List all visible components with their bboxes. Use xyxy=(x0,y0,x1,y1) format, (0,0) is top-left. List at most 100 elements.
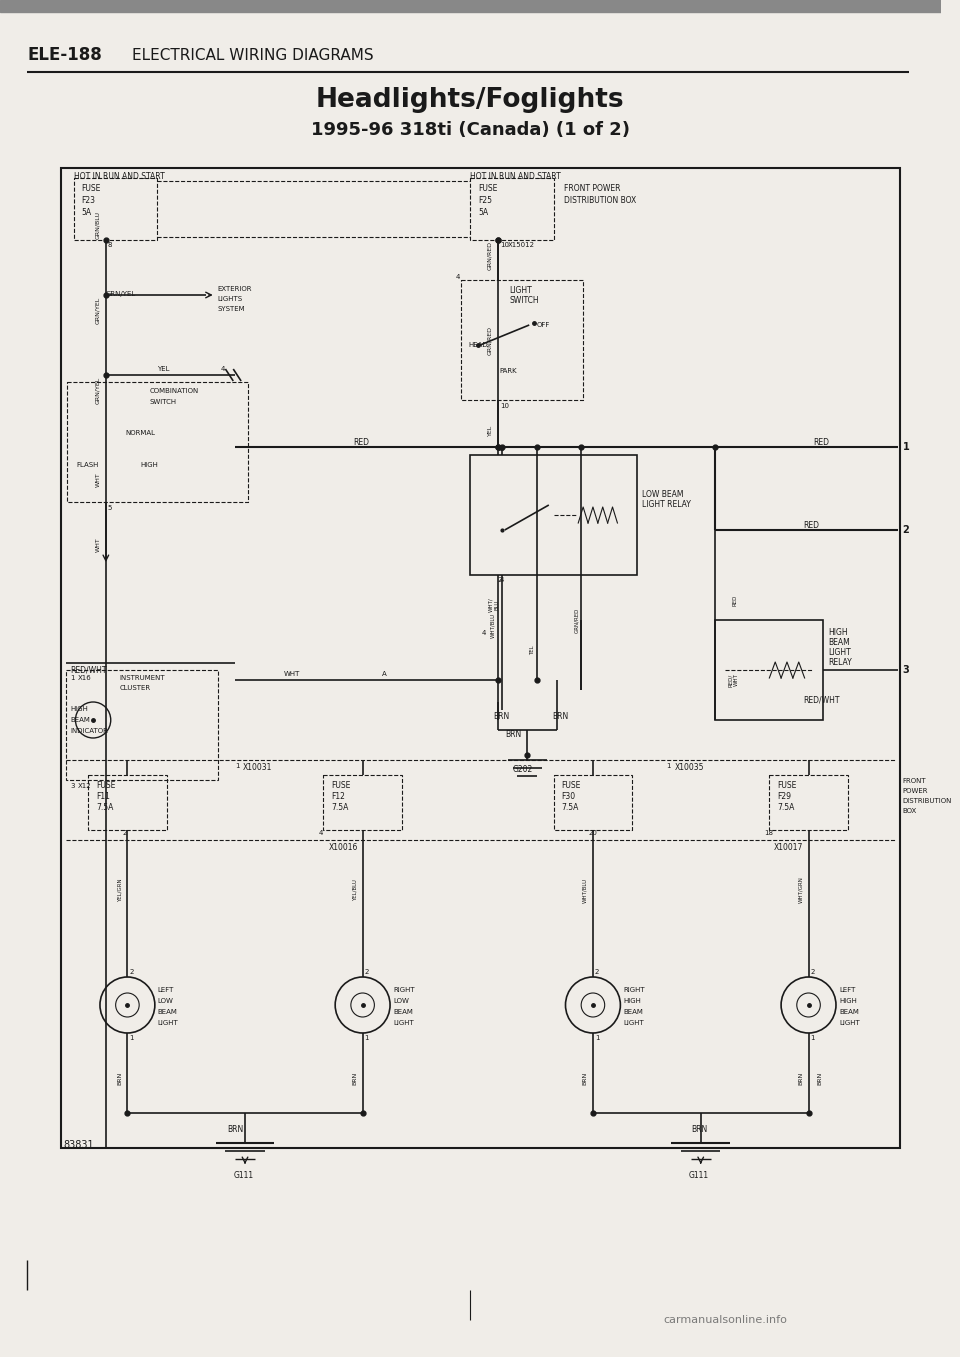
Text: HIGH: HIGH xyxy=(623,997,641,1004)
Text: 2: 2 xyxy=(498,577,502,584)
Text: 4: 4 xyxy=(482,630,487,636)
Text: BRN: BRN xyxy=(818,1072,823,1084)
Text: BEAM: BEAM xyxy=(157,1010,178,1015)
Text: HOT IN RUN AND START: HOT IN RUN AND START xyxy=(74,172,164,180)
Text: WHT: WHT xyxy=(284,670,300,677)
Text: FUSE: FUSE xyxy=(96,782,115,790)
Text: WHT: WHT xyxy=(95,537,101,552)
Text: F29: F29 xyxy=(778,792,791,801)
Text: 6: 6 xyxy=(498,446,502,452)
Text: LEFT: LEFT xyxy=(157,987,174,993)
Text: F12: F12 xyxy=(331,792,346,801)
Text: X10031: X10031 xyxy=(243,763,273,772)
Text: FUSE: FUSE xyxy=(82,185,101,193)
Text: BRN: BRN xyxy=(583,1072,588,1084)
Bar xyxy=(0,0,941,12)
Text: RED: RED xyxy=(804,521,820,531)
Text: YEL: YEL xyxy=(156,366,169,372)
Text: 1: 1 xyxy=(130,1035,133,1041)
Text: 5: 5 xyxy=(108,505,112,512)
Text: X10017: X10017 xyxy=(775,843,804,852)
Text: 83831: 83831 xyxy=(63,1140,94,1149)
Text: RED/
WHT: RED/ WHT xyxy=(728,673,738,687)
Text: 2: 2 xyxy=(810,969,815,974)
Text: WHT/BLU: WHT/BLU xyxy=(583,878,588,902)
Text: WHT: WHT xyxy=(95,472,101,487)
Text: 1: 1 xyxy=(365,1035,369,1041)
Bar xyxy=(470,455,637,575)
Text: RED: RED xyxy=(813,438,829,446)
Text: 4: 4 xyxy=(221,366,225,372)
Text: 3: 3 xyxy=(902,665,909,674)
Text: LIGHT: LIGHT xyxy=(510,286,533,294)
Text: GRN/BLU: GRN/BLU xyxy=(95,210,101,239)
Text: HIGH: HIGH xyxy=(828,628,848,636)
Text: BOX: BOX xyxy=(902,807,917,814)
Text: GRN/YEL: GRN/YEL xyxy=(95,296,101,323)
Text: X12: X12 xyxy=(78,783,91,788)
Text: A: A xyxy=(382,670,387,677)
Text: BRN: BRN xyxy=(228,1125,244,1134)
Text: 4: 4 xyxy=(456,274,460,280)
Text: RIGHT: RIGHT xyxy=(623,987,645,993)
Text: G111: G111 xyxy=(233,1171,253,1181)
Text: Headlights/Foglights: Headlights/Foglights xyxy=(316,87,625,113)
Text: 2: 2 xyxy=(595,969,599,974)
Text: LIGHT: LIGHT xyxy=(839,1020,859,1026)
Text: 18: 18 xyxy=(764,830,774,836)
Text: HIGH: HIGH xyxy=(71,706,88,712)
Text: DISTRIBUTION BOX: DISTRIBUTION BOX xyxy=(564,195,636,205)
Text: 1995-96 318ti (Canada) (1 of 2): 1995-96 318ti (Canada) (1 of 2) xyxy=(311,121,630,138)
Text: 2: 2 xyxy=(123,830,127,836)
Text: LIGHT: LIGHT xyxy=(157,1020,179,1026)
Text: BEAM: BEAM xyxy=(71,716,90,723)
Bar xyxy=(60,168,900,1148)
Text: 10: 10 xyxy=(500,403,509,408)
Text: F30: F30 xyxy=(562,792,576,801)
Text: X15012: X15012 xyxy=(508,242,535,248)
Text: X10035: X10035 xyxy=(674,763,704,772)
Bar xyxy=(769,775,848,830)
Text: LIGHTS: LIGHTS xyxy=(218,296,243,303)
Text: 7.5A: 7.5A xyxy=(778,803,795,811)
Bar xyxy=(324,775,402,830)
Text: F25: F25 xyxy=(478,195,492,205)
Text: BEAM: BEAM xyxy=(623,1010,643,1015)
Text: X16: X16 xyxy=(78,674,91,681)
Text: 8: 8 xyxy=(108,242,112,248)
Text: BEAM: BEAM xyxy=(393,1010,413,1015)
Text: BRN: BRN xyxy=(352,1072,357,1084)
Text: 10: 10 xyxy=(500,242,509,248)
Text: BRN: BRN xyxy=(552,712,568,721)
Text: 5A: 5A xyxy=(478,208,489,217)
Text: 7.5A: 7.5A xyxy=(331,803,348,811)
Text: BEAM: BEAM xyxy=(828,638,850,647)
Text: NORMAL: NORMAL xyxy=(126,430,156,436)
Text: LOW: LOW xyxy=(157,997,174,1004)
Text: 7.5A: 7.5A xyxy=(562,803,579,811)
Text: X10016: X10016 xyxy=(328,843,358,852)
Text: 4: 4 xyxy=(319,830,323,836)
Bar xyxy=(65,670,218,780)
Text: LOW BEAM: LOW BEAM xyxy=(642,490,684,499)
Text: 2: 2 xyxy=(902,525,909,535)
Text: F23: F23 xyxy=(82,195,95,205)
Text: RIGHT: RIGHT xyxy=(393,987,415,993)
Text: GRN/RED: GRN/RED xyxy=(574,608,579,632)
Text: LIGHT: LIGHT xyxy=(393,1020,414,1026)
Text: ELECTRICAL WIRING DIAGRAMS: ELECTRICAL WIRING DIAGRAMS xyxy=(132,47,374,62)
Text: YEL: YEL xyxy=(488,425,492,436)
Text: LIGHT: LIGHT xyxy=(623,1020,644,1026)
Text: 2: 2 xyxy=(365,969,369,974)
Text: BEAM: BEAM xyxy=(839,1010,859,1015)
Bar xyxy=(74,178,156,240)
Text: FLASH: FLASH xyxy=(77,461,99,468)
Text: GRN/RED: GRN/RED xyxy=(488,326,492,354)
Bar xyxy=(88,775,167,830)
Text: BRN: BRN xyxy=(117,1072,122,1084)
Text: INDICATOR: INDICATOR xyxy=(71,727,108,734)
Text: GRN/YEL: GRN/YEL xyxy=(95,376,101,403)
Text: HOT IN RUN AND START: HOT IN RUN AND START xyxy=(470,172,562,180)
Text: 1: 1 xyxy=(71,674,75,681)
Text: RED/WHT: RED/WHT xyxy=(71,665,108,674)
